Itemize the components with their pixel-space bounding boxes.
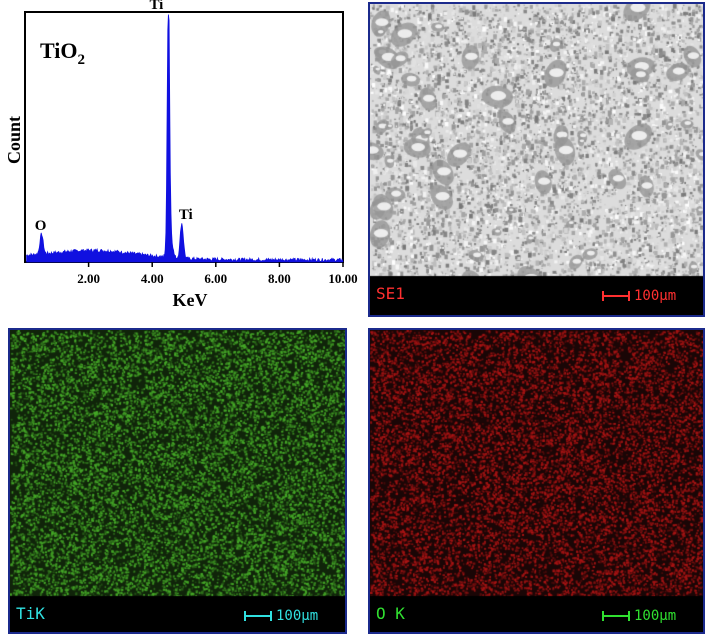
scale-bar-line bbox=[244, 611, 272, 621]
o-k-map-panel: O K 100μm bbox=[368, 328, 705, 634]
plot-frame bbox=[24, 11, 344, 263]
scale-bar-text: 100μm bbox=[634, 288, 677, 304]
ti-k-map-panel: TiK 100μm bbox=[8, 328, 347, 634]
o-k-map-image bbox=[370, 330, 703, 632]
scale-bar-text: 100μm bbox=[276, 608, 319, 624]
se-scale-bar: 100μm bbox=[602, 288, 676, 304]
x-tick-label: 2.00 bbox=[77, 271, 100, 286]
peak-label-ti: Ti bbox=[149, 0, 163, 13]
se-panel-label: SE1 bbox=[376, 284, 405, 303]
spectrum-series bbox=[26, 14, 344, 264]
peak-label-o: O bbox=[35, 218, 47, 234]
x-tick-label: 6.00 bbox=[204, 271, 227, 286]
scale-bar-text: 100μm bbox=[634, 608, 677, 624]
x-tick-label: 4.00 bbox=[141, 271, 164, 286]
se-micrograph-image bbox=[370, 4, 703, 315]
o-scale-bar: 100μm bbox=[602, 608, 676, 624]
y-axis-title: Count bbox=[4, 116, 24, 164]
ti-k-map-image bbox=[10, 330, 345, 632]
o-panel-label: O K bbox=[376, 604, 405, 623]
sample-label-subscript: 2 bbox=[78, 52, 86, 68]
se-micrograph-panel: SE1 100μm bbox=[368, 2, 705, 317]
x-tick-label: 10.00 bbox=[328, 271, 357, 286]
eds-spectrum-chart: 2.00 4.00 6.00 8.00 10.00 O Ti Ti TiO2 KeV Cou… bbox=[4, 0, 358, 310]
peak-label-ti: Ti bbox=[179, 207, 193, 223]
scale-bar-line bbox=[602, 611, 630, 621]
scale-bar-line bbox=[602, 291, 630, 301]
peak-labels: O Ti Ti bbox=[35, 0, 193, 234]
spectrum-line bbox=[26, 14, 344, 264]
x-axis-ticks: 2.00 4.00 6.00 8.00 10.00 bbox=[77, 262, 358, 286]
ti-scale-bar: 100μm bbox=[244, 608, 318, 624]
x-axis-title: KeV bbox=[173, 290, 208, 310]
x-tick-label: 8.00 bbox=[268, 271, 291, 286]
ti-panel-label: TiK bbox=[16, 604, 45, 623]
sample-label: TiO2 bbox=[40, 38, 85, 68]
